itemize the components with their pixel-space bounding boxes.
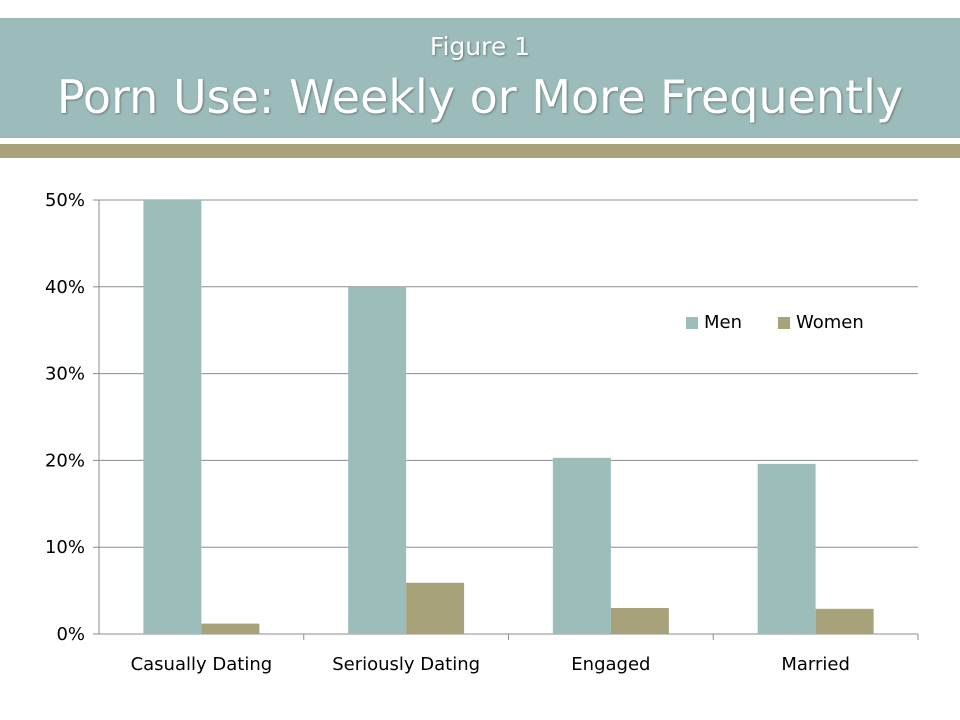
category-label: Seriously Dating [332,654,480,675]
legend-swatch-men [686,317,698,329]
legend-label-women: Women [796,312,864,333]
y-tick-label: 0% [56,624,85,645]
category-label: Engaged [571,654,650,675]
legend-label-men: Men [704,312,742,333]
legend-swatch-women [778,317,790,329]
bar-women [201,623,260,634]
bar-men [552,457,611,634]
bar-women [610,607,669,634]
y-tick-label: 20% [45,450,85,471]
slide-title: Porn Use: Weekly or More Frequently [56,70,904,124]
category-label: Casually Dating [131,654,273,675]
bar-women [406,582,465,634]
bar-men [348,286,407,634]
y-tick-label: 40% [45,277,85,298]
y-tick-label: 30% [45,364,85,385]
figure-label: Figure 1 [429,32,531,61]
bar-men [757,463,816,634]
category-label: Married [781,654,850,675]
title-banner: Figure 1 Porn Use: Weekly or More Freque… [0,18,960,138]
y-tick-label: 10% [45,537,85,558]
bar-men [143,200,202,634]
y-tick-label: 50% [45,190,85,211]
bar-chart: 0% 10% 20% 30% 40% 50% Casually Dating Seriousl… [45,190,919,675]
accent-divider [0,144,960,158]
bar-women [815,608,874,634]
